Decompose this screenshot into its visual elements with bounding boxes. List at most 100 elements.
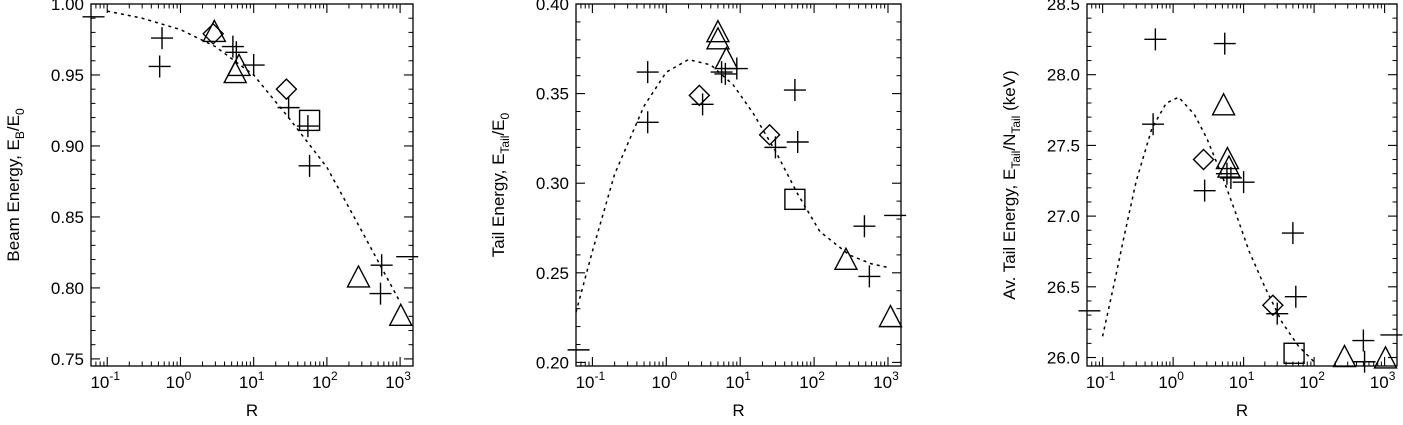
plus-marker: [783, 79, 806, 102]
plus-marker: [710, 61, 733, 84]
y-label-subscript: Tail: [498, 136, 512, 154]
plus-marker: [691, 93, 714, 116]
y-tick-label: 0.90: [51, 137, 84, 156]
triangle-marker: [714, 46, 739, 70]
x-tick-base: 10: [873, 373, 892, 392]
diamond-marker: [275, 78, 298, 101]
model-curve: [575, 58, 889, 313]
plus-marker: [858, 265, 881, 288]
x-tick-label: 10-1: [1086, 369, 1116, 392]
y-tick-label: 27.0: [1047, 207, 1080, 226]
x-tick-label: 101: [239, 369, 265, 392]
diamond-marker: [1261, 294, 1284, 317]
plus-marker: [298, 154, 321, 177]
y-tick-label: 28.5: [1047, 0, 1080, 14]
model-curve: [107, 10, 401, 303]
plus-marker: [1142, 113, 1165, 136]
x-tick-base: 10: [576, 373, 595, 392]
plus-marker: [296, 115, 319, 138]
y-label-mid: /N: [1000, 134, 1019, 151]
y-tick-label: 0.35: [536, 85, 569, 104]
plus-marker: [1232, 171, 1255, 194]
x-tick-exponent: -1: [109, 369, 120, 383]
x-tick-label: 10-1: [90, 369, 120, 392]
y-tick-label: 27.5: [1047, 136, 1080, 155]
x-axis-label: R: [246, 401, 258, 420]
x-tick-base: 10: [385, 373, 404, 392]
triangle-marker: [202, 18, 227, 43]
plus-marker: [1352, 329, 1375, 352]
y-tick-label: 1.00: [51, 0, 84, 14]
model-curve: [1101, 96, 1315, 363]
plus-marker: [148, 55, 171, 78]
triangle-marker: [1216, 154, 1242, 178]
plot-frame: [1086, 3, 1398, 367]
plus-marker: [1144, 28, 1167, 51]
x-tick-exponent: 2: [818, 369, 825, 383]
x-tick-label: 103: [873, 369, 899, 392]
x-tick-label: 101: [1229, 369, 1255, 392]
y-axis-label: Beam Energy, EB/E0: [4, 108, 27, 262]
plus-marker: [636, 111, 659, 134]
x-tick-base: 10: [239, 373, 258, 392]
plus-marker: [151, 27, 174, 50]
plus-marker: [1284, 285, 1307, 308]
y-axis-label: Av. Tail Energy, ETail/NTail (keV): [1000, 70, 1023, 299]
x-tick-label: 100: [651, 369, 677, 392]
x-tick-exponent: 2: [1318, 369, 1325, 383]
x-tick-label: 103: [385, 369, 411, 392]
y-axis-label: Tail Energy, ETail/E0: [489, 112, 512, 257]
triangle-marker: [878, 304, 903, 328]
x-tick-base: 10: [90, 373, 109, 392]
y-label-base: Av. Tail Energy, E: [1000, 169, 1019, 300]
chart-panel-2: 10-1 100 101 102 1030.200.250.300.350.40RTai…: [489, 0, 907, 420]
y-label-subscript: Tail: [1009, 116, 1023, 134]
plot-frame: [575, 3, 902, 367]
plus-marker: [1219, 166, 1242, 189]
x-tick-base: 10: [1158, 373, 1177, 392]
x-tick-exponent: -1: [595, 369, 606, 383]
x-tick-exponent: 0: [185, 369, 192, 383]
y-tick-label: 26.0: [1047, 349, 1080, 368]
x-tick-exponent: 3: [1389, 369, 1396, 383]
y-label-mid: /E: [489, 119, 508, 135]
x-axis-label: R: [732, 401, 744, 420]
plus-marker: [1213, 32, 1236, 55]
plus-marker: [370, 254, 393, 277]
x-tick-base: 10: [166, 373, 185, 392]
diamond-marker: [688, 84, 711, 107]
triangle-marker: [1332, 344, 1357, 368]
chart-panel-3: 10-1 100 101 102 10326.026.527.027.528.028.5…: [1000, 0, 1403, 420]
x-tick-base: 10: [312, 373, 331, 392]
y-tick-label: 28.0: [1047, 66, 1080, 85]
plus-marker: [242, 54, 265, 77]
plus-marker: [1266, 302, 1289, 325]
triangle-marker: [705, 19, 731, 43]
x-tick-exponent: 0: [670, 369, 677, 383]
x-tick-exponent: 3: [404, 369, 411, 383]
x-tick-label: 102: [1299, 369, 1325, 392]
x-tick-exponent: -1: [1105, 369, 1116, 383]
plus-marker: [764, 136, 787, 159]
y-tick-label: 0.20: [536, 353, 569, 372]
triangle-marker: [1373, 345, 1398, 369]
x-tick-exponent: 1: [1248, 369, 1255, 383]
x-tick-base: 10: [1299, 373, 1318, 392]
plus-marker: [714, 62, 737, 85]
diamond-marker: [758, 123, 781, 146]
x-tick-label: 102: [312, 369, 338, 392]
plus-marker: [1281, 222, 1304, 245]
chart-panel-1: 10-1 100 101 102 1030.750.800.850.900.951.00…: [4, 0, 419, 420]
y-label-base: Beam Energy, E: [4, 139, 23, 262]
plus-marker: [221, 35, 244, 58]
y-label-mid: /E: [4, 115, 23, 131]
x-tick-label: 101: [725, 369, 751, 392]
y-label-subscript: 0: [498, 112, 512, 119]
plus-marker: [786, 130, 809, 153]
x-tick-base: 10: [799, 373, 818, 392]
x-tick-base: 10: [651, 373, 670, 392]
triangle-marker: [346, 264, 371, 288]
x-tick-base: 10: [1370, 373, 1389, 392]
y-tick-label: 0.80: [51, 279, 84, 298]
x-tick-label: 102: [799, 369, 825, 392]
